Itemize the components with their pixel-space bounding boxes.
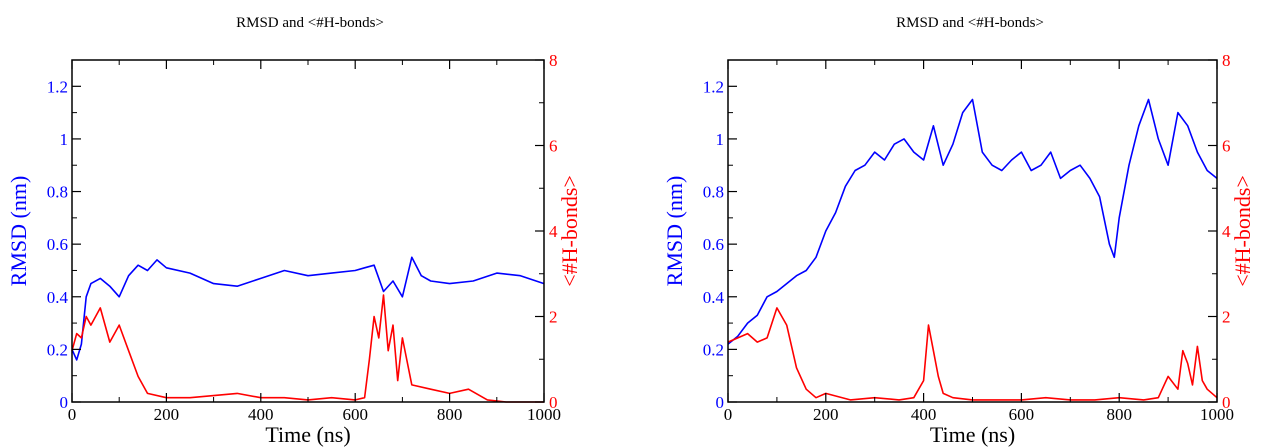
plot-frame — [71, 59, 545, 403]
y2-tick-label: 8 — [1222, 51, 1231, 70]
x-tick-label: 200 — [813, 405, 839, 424]
x-tick-label: 800 — [437, 405, 463, 424]
y-tick-label: 0.2 — [47, 340, 68, 359]
y-tick-label: 1 — [716, 130, 725, 149]
y2-tick-label: 8 — [549, 51, 558, 70]
x-tick-label: 800 — [1106, 405, 1132, 424]
y2-tick-label: 4 — [1222, 222, 1231, 241]
y2-tick-label: 6 — [1222, 137, 1231, 156]
chart-panel-right: RMSD and <#H-bonds>0 200 400 600 800 100000.2… — [662, 15, 1255, 447]
chart-title: RMSD and <#H-bonds> — [236, 15, 384, 31]
y-tick-label: 0.6 — [703, 235, 724, 254]
y2-tick-label: 0 — [549, 393, 558, 412]
y-axis-label: RMSD (nm) — [6, 176, 31, 287]
rmsd-series-line — [71, 256, 545, 361]
y2-tick-label: 6 — [549, 137, 558, 156]
y-tick-label: 0.2 — [703, 340, 724, 359]
x-tick-label: 200 — [154, 405, 180, 424]
rmsd-series-line — [727, 98, 1218, 345]
y-tick-label: 0.8 — [703, 183, 724, 202]
y2-axis-label: <#H-bonds> — [557, 175, 582, 287]
y-tick-label: 1 — [60, 130, 69, 149]
y2-tick-label: 0 — [1222, 393, 1231, 412]
y-tick-label: 0.4 — [47, 288, 69, 307]
y-tick-label: 0.8 — [47, 183, 68, 202]
y-tick-label: 1.2 — [47, 77, 68, 96]
x-axis-label: Time (ns) — [930, 422, 1015, 447]
x-tick-label: 400 — [911, 405, 937, 424]
x-axis-label: Time (ns) — [265, 422, 350, 447]
chart-title: RMSD and <#H-bonds> — [896, 15, 1044, 31]
hbonds-series-line — [71, 294, 544, 403]
x-tick-label: 0 — [68, 405, 77, 424]
y-axis-label: RMSD (nm) — [662, 176, 687, 287]
y-tick-label: 0 — [60, 393, 69, 412]
x-tick-label: 600 — [1009, 405, 1035, 424]
y-tick-label: 1.2 — [703, 77, 724, 96]
x-tick-label: 400 — [248, 405, 274, 424]
y2-tick-label: 2 — [549, 308, 558, 327]
hbonds-series-line — [727, 307, 1218, 401]
y-tick-label: 0 — [716, 393, 725, 412]
y-tick-label: 0.4 — [703, 288, 725, 307]
x-tick-label: 0 — [724, 405, 733, 424]
x-tick-label: 1000 — [1200, 405, 1234, 424]
chart-panel-left: RMSD and <#H-bonds>0 200 400 600 800 100000.2… — [6, 15, 582, 447]
y2-tick-label: 4 — [549, 222, 558, 241]
x-tick-label: 600 — [342, 405, 368, 424]
x-tick-label: 1000 — [527, 405, 561, 424]
y2-tick-label: 2 — [1222, 308, 1231, 327]
y-tick-label: 0.6 — [47, 235, 68, 254]
y2-axis-label: <#H-bonds> — [1230, 175, 1255, 287]
